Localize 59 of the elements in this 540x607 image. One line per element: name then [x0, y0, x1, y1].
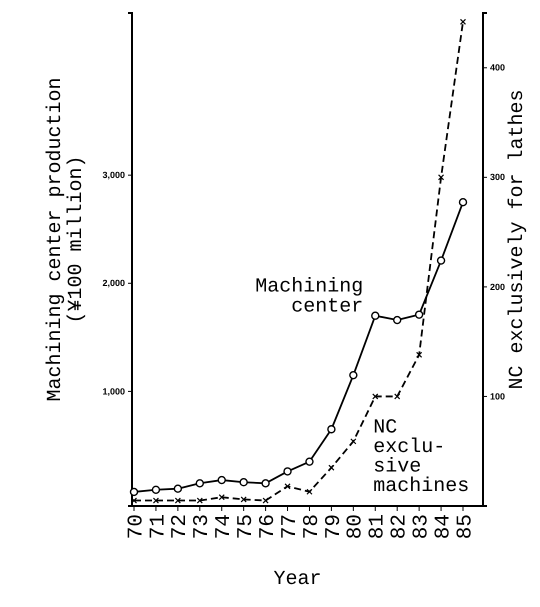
- y2-tick-label: 100: [490, 391, 506, 402]
- x-tick-label: 81: [366, 514, 390, 540]
- x-tick-label: 73: [191, 514, 214, 540]
- x-axis-title: Year: [273, 568, 322, 591]
- x-tick-label: 82: [388, 514, 412, 540]
- point: [394, 393, 400, 400]
- point: [152, 497, 160, 504]
- point: [262, 497, 269, 504]
- point: [458, 198, 468, 206]
- point: [327, 425, 336, 434]
- point: [416, 352, 422, 358]
- y2-tick-label: 200: [490, 282, 506, 292]
- x-tick-label: 80: [344, 514, 368, 540]
- y2-axis-title: NC exclusively for lathes: [506, 89, 529, 390]
- point: [130, 488, 138, 496]
- point: [438, 174, 444, 180]
- point: [174, 497, 181, 504]
- point: [460, 18, 466, 25]
- x-tick-label: 79: [322, 514, 346, 540]
- x-tick-label: 72: [169, 514, 192, 540]
- point: [174, 484, 182, 493]
- point: [349, 370, 358, 380]
- x-tick-label: 84: [432, 514, 456, 540]
- point: [350, 438, 356, 444]
- point: [239, 478, 248, 486]
- y-tick-label: 2,000: [102, 278, 125, 288]
- x-tick-label: 83: [410, 514, 434, 540]
- x-tick-label: 77: [278, 514, 302, 540]
- point: [372, 393, 378, 400]
- y2-tick-label: 300: [490, 172, 506, 182]
- point: [196, 497, 203, 504]
- x-tick-label: 71: [147, 514, 170, 540]
- point: [305, 457, 314, 466]
- y2-tick-label: 400: [490, 62, 506, 73]
- x-tick-label: 85: [454, 514, 478, 540]
- point: [240, 496, 247, 503]
- y-axis-title: Machining center production (¥100 million): [44, 77, 88, 402]
- point: [393, 316, 402, 324]
- x-tick-label: 78: [300, 514, 324, 540]
- series-label: Machining center: [255, 276, 364, 318]
- point: [283, 467, 292, 476]
- x-tick-label: 75: [235, 514, 258, 540]
- point: [261, 479, 270, 488]
- y-tick-label: 3,000: [102, 170, 125, 180]
- series-label: NC exclu- sive machines: [373, 416, 470, 498]
- point: [196, 479, 204, 488]
- point: [218, 476, 226, 484]
- point: [328, 464, 334, 471]
- point: [284, 483, 291, 490]
- x-tick-label: 76: [256, 514, 280, 540]
- point: [414, 310, 424, 319]
- point: [436, 256, 446, 265]
- x-tick-label: 70: [125, 514, 148, 540]
- point: [306, 488, 313, 495]
- x-tick-label: 74: [213, 514, 236, 540]
- point: [371, 312, 380, 320]
- y-tick-label: 1,000: [102, 386, 125, 396]
- point: [218, 494, 225, 500]
- point: [152, 486, 160, 494]
